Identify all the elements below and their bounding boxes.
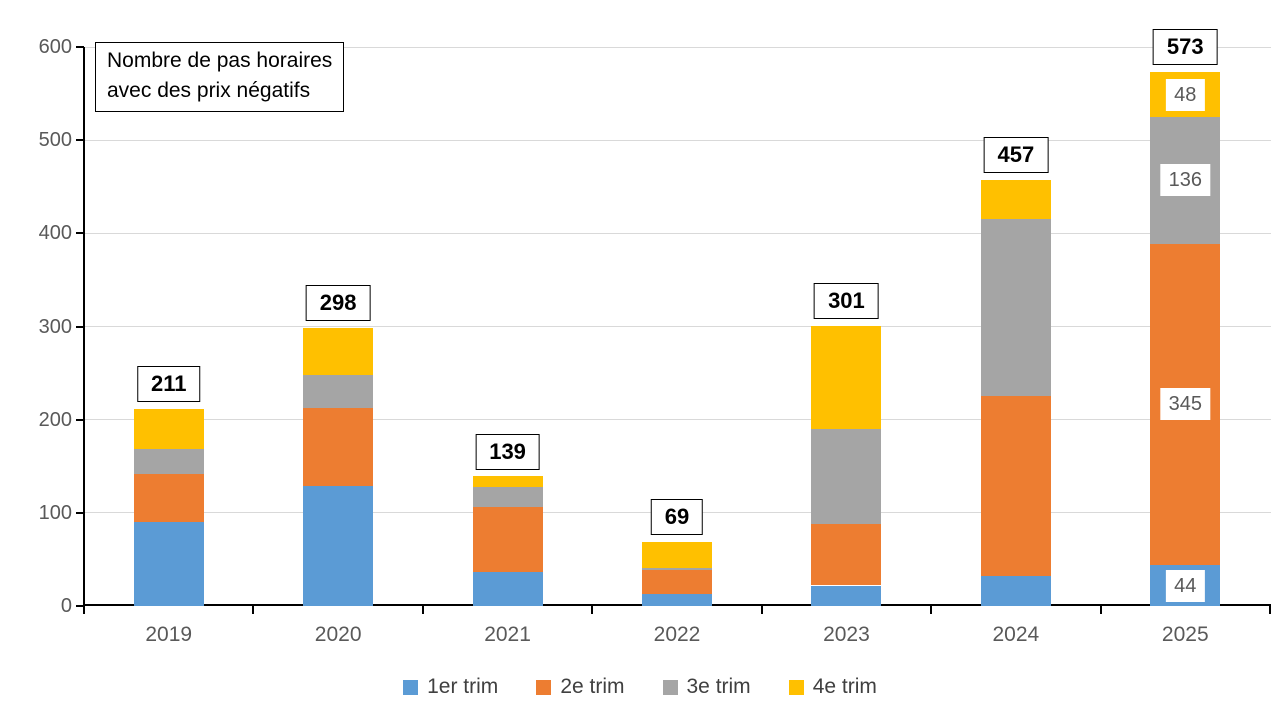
legend-item-1er-trim: 1er trim — [403, 674, 498, 700]
legend-label: 1er trim — [427, 675, 499, 698]
segment-value-label: 48 — [1166, 78, 1205, 111]
chart-title-line1: Nombre de pas horaires — [107, 49, 333, 72]
bar-segment-2e-trim — [980, 396, 1051, 577]
y-axis-label: 300 — [38, 315, 72, 338]
segment-value-label: 345 — [1160, 388, 1210, 421]
x-axis-label: 2019 — [145, 623, 193, 646]
bar-segment-2e-trim — [642, 569, 712, 594]
y-axis-tick — [76, 418, 84, 421]
y-axis-label: 600 — [38, 36, 72, 58]
x-axis-label: 2023 — [823, 623, 870, 646]
bar-segment-1er-trim — [811, 585, 882, 606]
bar-segment-4e-trim — [642, 541, 712, 568]
y-axis-label: 400 — [38, 222, 72, 245]
x-axis-label: 2021 — [484, 623, 531, 646]
legend-item-4e-trim: 4e trim — [788, 674, 877, 700]
legend-swatch-icon — [403, 679, 419, 695]
y-gridline — [84, 232, 1271, 234]
chart-title-line2: avec des prix négatifs — [107, 79, 311, 102]
bar-segment-3e-trim — [472, 486, 543, 508]
y-axis-line — [83, 47, 85, 606]
y-axis-tick — [76, 511, 84, 514]
bar-segment-1er-trim — [980, 576, 1051, 606]
x-axis-tick — [591, 606, 594, 614]
bar-segment-1er-trim — [303, 485, 374, 606]
x-axis-tick — [1269, 606, 1271, 614]
bar-segment-2e-trim — [133, 473, 204, 523]
bar-segment-4e-trim — [303, 328, 374, 375]
bar-segment-4e-trim — [980, 180, 1051, 220]
y-axis-tick — [76, 139, 84, 142]
y-axis-tick — [76, 325, 84, 328]
y-axis-label: 500 — [38, 129, 72, 152]
legend-swatch-icon — [536, 679, 552, 695]
segment-value-label: 136 — [1160, 164, 1210, 197]
bar-total-label: 211 — [136, 366, 201, 403]
chart-title: Nombre de pas horaires avec des prix nég… — [95, 42, 345, 112]
y-axis-tick — [76, 605, 84, 607]
y-gridline — [84, 419, 1271, 421]
segment-value-label: 44 — [1166, 569, 1205, 602]
bar-total-label: 457 — [983, 137, 1049, 174]
x-axis-label: 2024 — [992, 623, 1040, 646]
y-axis-label: 100 — [38, 501, 72, 524]
x-axis-tick — [421, 606, 424, 614]
bar-segment-3e-trim — [133, 448, 204, 474]
x-axis-tick — [252, 606, 255, 614]
bar-segment-2e-trim — [303, 407, 374, 486]
legend-swatch-icon — [662, 679, 678, 695]
x-axis-tick — [83, 606, 85, 614]
bar-segment-1er-trim — [642, 593, 712, 606]
legend-item-3e-trim: 3e trim — [662, 674, 751, 700]
x-axis-tick — [1099, 606, 1102, 614]
bar-total-label: 69 — [650, 498, 704, 535]
bar-segment-3e-trim — [980, 219, 1051, 397]
bar-total-label: 298 — [305, 285, 371, 322]
bar-segment-3e-trim — [303, 374, 374, 408]
bar-segment-1er-trim — [472, 572, 543, 606]
bar-segment-3e-trim — [811, 428, 882, 524]
y-gridline — [84, 326, 1271, 327]
y-gridline — [84, 46, 1271, 48]
legend-item-2e-trim: 2e trim — [536, 674, 625, 700]
legend-label: 2e trim — [560, 675, 625, 698]
legend-swatch-icon — [788, 679, 804, 695]
legend-label: 4e trim — [812, 675, 877, 698]
legend: 1er trim 2e trim 3e trim 4e trim — [0, 674, 1280, 700]
y-axis-tick — [76, 46, 84, 48]
x-axis-label: 2022 — [653, 623, 701, 646]
bar-segment-4e-trim — [133, 409, 204, 449]
bar-segment-4e-trim — [811, 325, 882, 429]
bar-segment-1er-trim — [133, 522, 204, 606]
y-axis-label: 200 — [38, 408, 72, 431]
bar-total-label: 139 — [475, 433, 540, 470]
y-gridline — [84, 139, 1271, 141]
bar-segment-2e-trim — [472, 507, 543, 573]
bar-total-label: 573 — [1152, 29, 1218, 66]
bar-segment-4e-trim — [472, 476, 543, 487]
y-axis-tick — [76, 232, 84, 235]
x-axis-label: 2020 — [314, 623, 362, 646]
bar-segment-3e-trim — [642, 567, 712, 570]
x-axis-label: 2025 — [1161, 623, 1209, 646]
y-axis-label: 0 — [60, 595, 72, 617]
x-axis-tick — [930, 606, 933, 614]
x-axis-tick — [760, 606, 763, 614]
legend-label: 3e trim — [686, 675, 751, 698]
bar-segment-2e-trim — [811, 524, 882, 586]
bar-total-label: 301 — [814, 282, 879, 319]
